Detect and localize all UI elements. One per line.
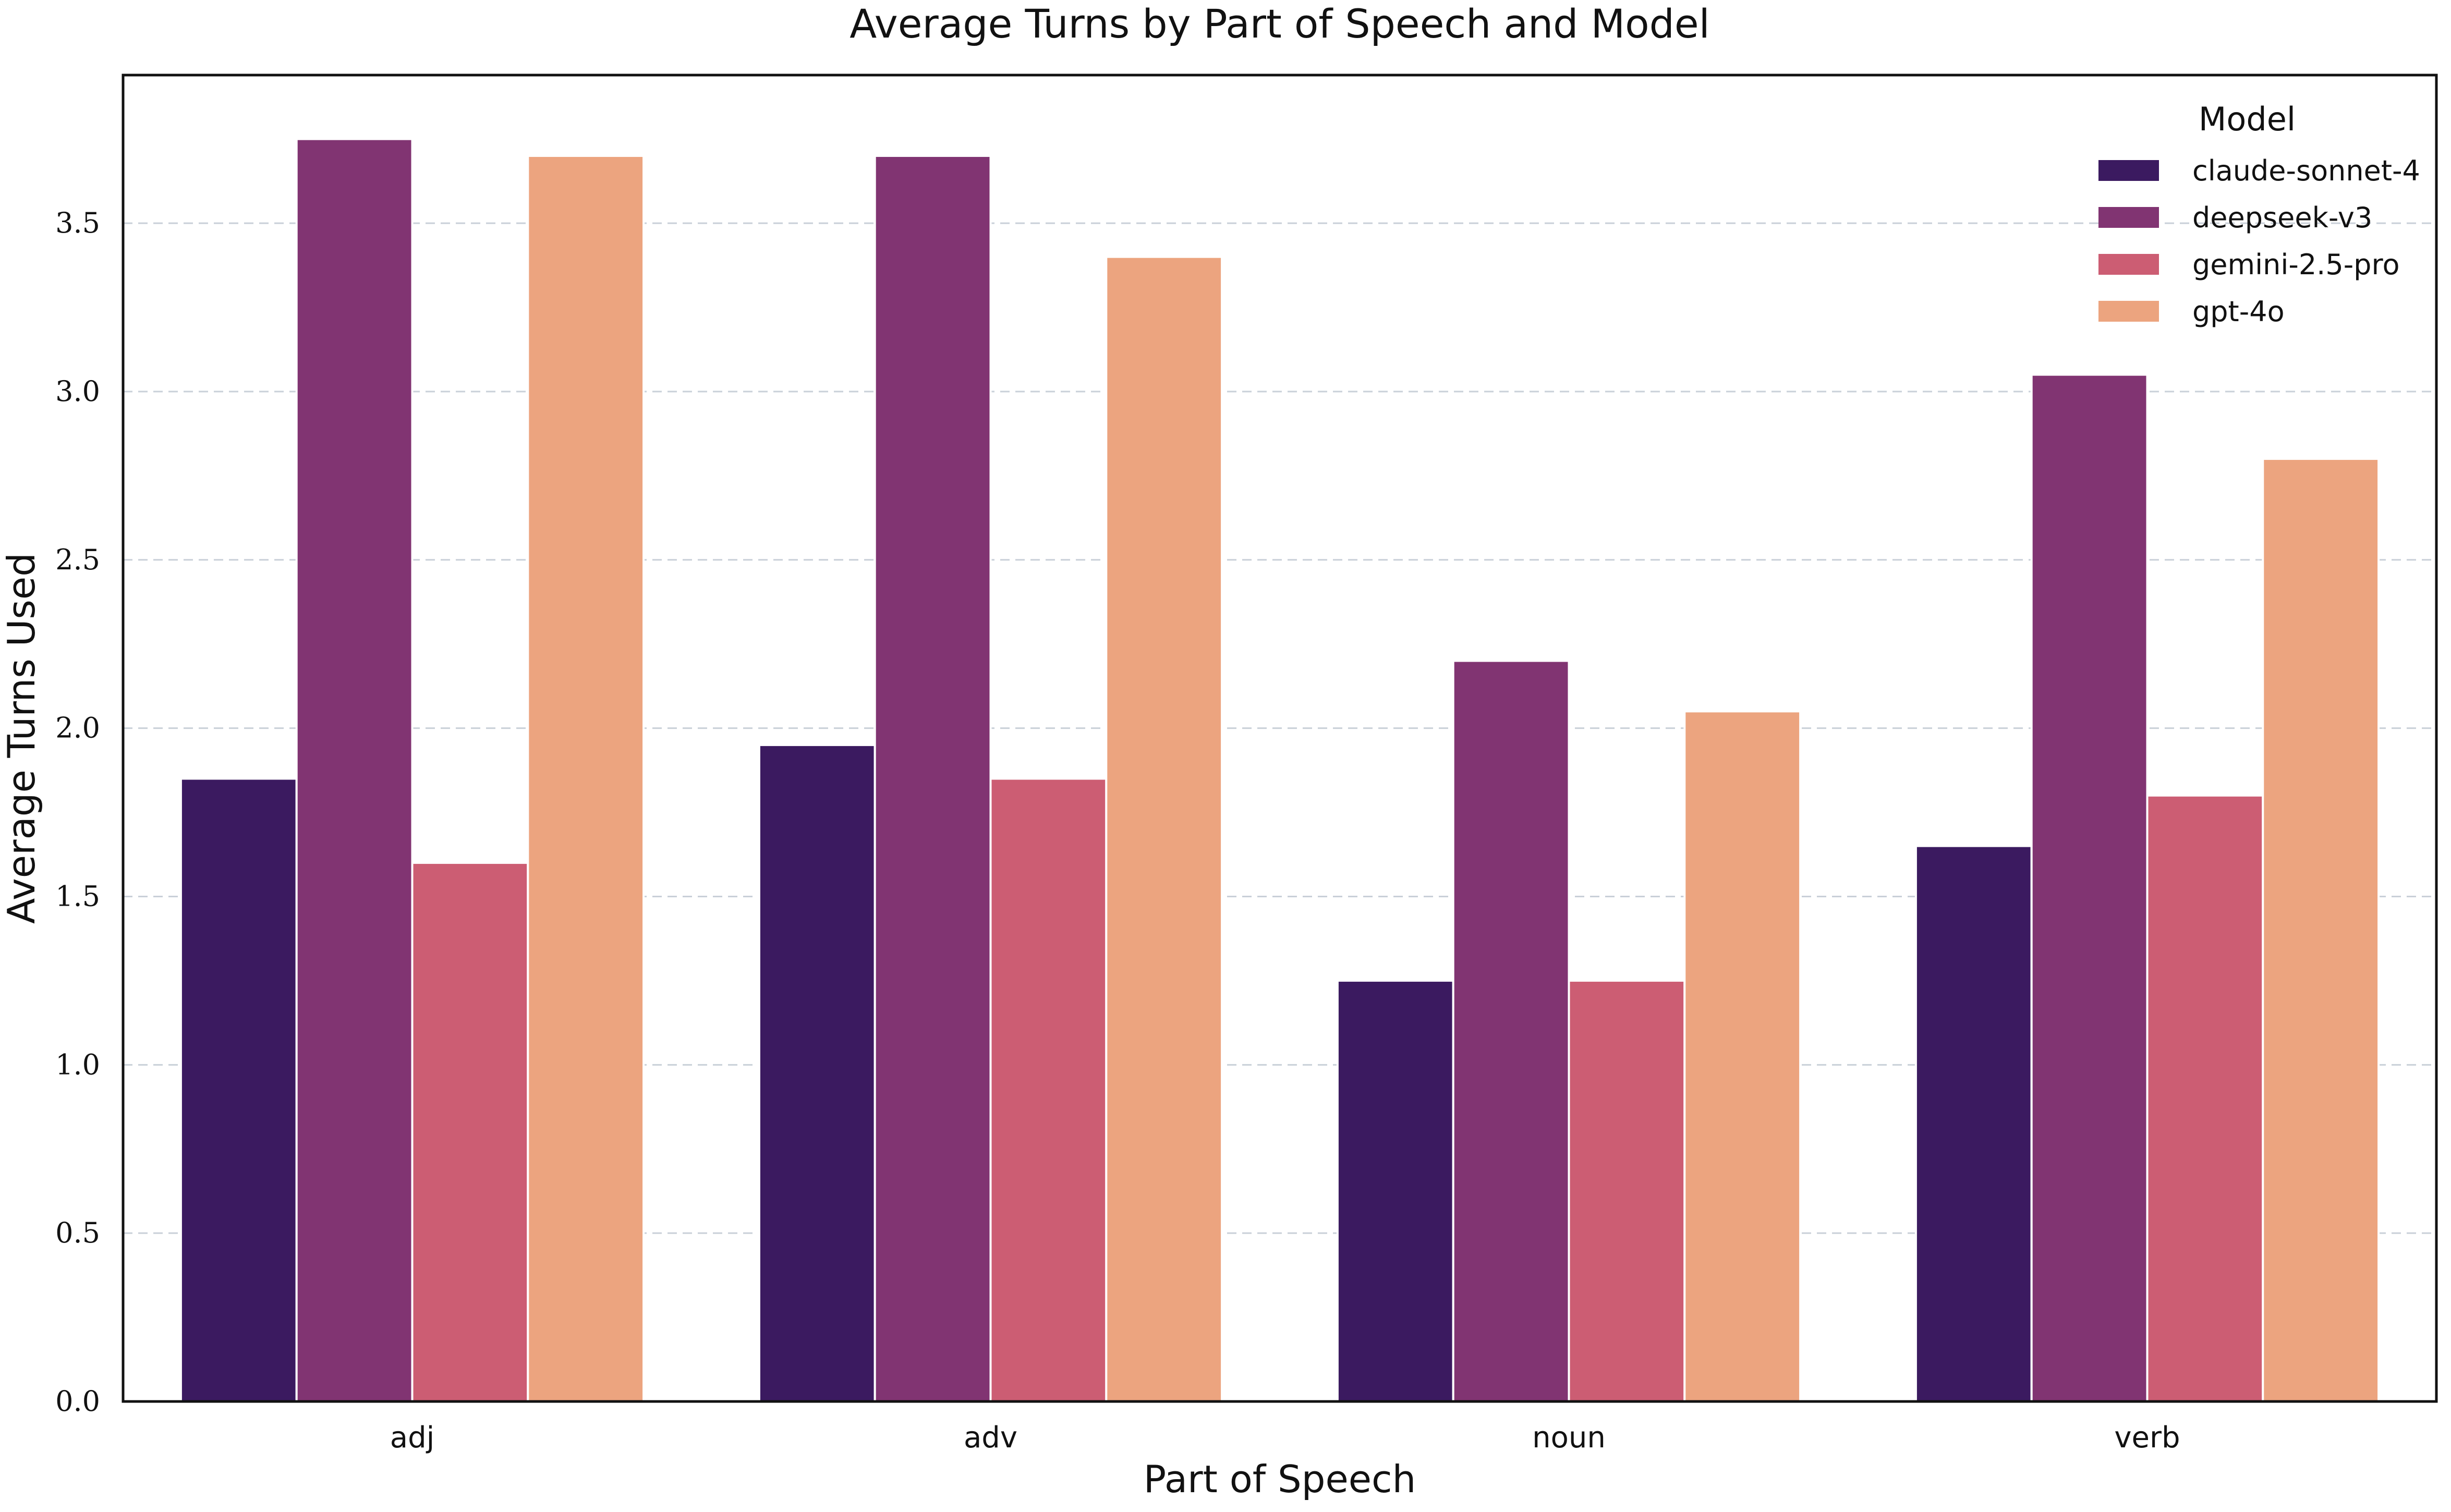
legend-swatch xyxy=(2098,254,2159,275)
legend-label: gpt-4o xyxy=(2192,295,2285,328)
y-tick-label: 1.0 xyxy=(55,1048,100,1081)
legend-label: claude-sonnet-4 xyxy=(2192,154,2420,187)
y-tick-label: 2.5 xyxy=(55,543,100,576)
bar-gemini-2.5-pro-noun xyxy=(1568,979,1686,1403)
legend-swatch xyxy=(2098,301,2159,322)
bar-gpt-4o-noun xyxy=(1683,710,1802,1403)
bar-deepseek-v3-noun xyxy=(1452,660,1570,1403)
y-tick-label: 3.0 xyxy=(55,375,100,408)
legend-label: gemini-2.5-pro xyxy=(2192,248,2400,281)
bar-deepseek-v3-adj xyxy=(295,138,414,1403)
y-tick-label: 1.5 xyxy=(55,880,100,912)
x-tick-label: adj xyxy=(390,1421,434,1455)
bar-claude-sonnet-4-noun xyxy=(1336,979,1454,1403)
legend-title: Model xyxy=(2199,100,2296,138)
y-axis-label: Average Turns Used xyxy=(0,553,43,924)
y-tick-label: 0.0 xyxy=(55,1385,100,1418)
legend-label: deepseek-v3 xyxy=(2192,201,2372,234)
bar-gpt-4o-adv xyxy=(1105,255,1223,1403)
y-tick-label: 0.5 xyxy=(55,1216,100,1249)
bar-gpt-4o-adj xyxy=(527,154,645,1403)
x-tick-label: noun xyxy=(1532,1421,1606,1455)
legend-swatch xyxy=(2098,160,2159,181)
x-tick-labels: adj adv noun verb xyxy=(390,1421,2180,1455)
y-tick-label: 3.5 xyxy=(55,206,100,239)
bar-claude-sonnet-4-verb xyxy=(1914,845,2033,1403)
bar-gemini-2.5-pro-adv xyxy=(989,777,1108,1403)
plot-frame xyxy=(122,74,2438,1403)
x-axis-label: Part of Speech xyxy=(1144,1457,1416,1501)
chart-title: Average Turns by Part of Speech and Mode… xyxy=(850,1,1710,47)
bar-claude-sonnet-4-adj xyxy=(179,777,298,1403)
bar-gemini-2.5-pro-verb xyxy=(2146,794,2264,1403)
bar-gpt-4o-verb xyxy=(2262,458,2380,1403)
bar-deepseek-v3-verb xyxy=(2030,373,2149,1403)
x-tick-label: adv xyxy=(964,1421,1017,1455)
legend: Model claude-sonnet-4 deepseek-v3 gemini-2… xyxy=(2098,100,2420,328)
legend-swatch xyxy=(2098,207,2159,228)
y-tick-label: 2.0 xyxy=(55,712,100,745)
legend-items: claude-sonnet-4 deepseek-v3 gemini-2.5-pro… xyxy=(2098,154,2420,328)
bar-claude-sonnet-4-adv xyxy=(758,743,876,1403)
bars xyxy=(179,138,2380,1403)
x-tick-label: verb xyxy=(2114,1421,2180,1455)
bar-gemini-2.5-pro-adj xyxy=(411,861,529,1403)
bar-deepseek-v3-adv xyxy=(873,154,992,1403)
y-tick-labels: 0.0 0.5 1.0 1.5 2.0 2.5 3.0 3.5 xyxy=(55,206,100,1418)
